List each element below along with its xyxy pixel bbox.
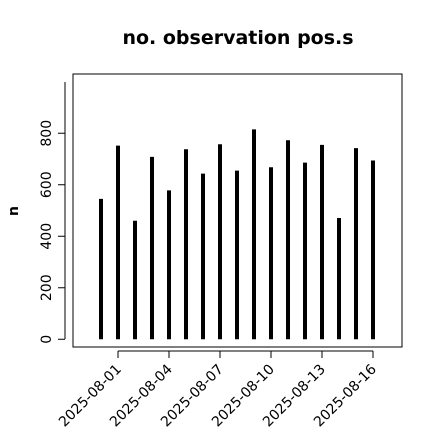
x-ticks: 2025-08-012025-08-042025-08-072025-08-10…	[56, 351, 380, 430]
y-tick-label: 200	[39, 274, 55, 301]
chart-title: no. observation pos.s	[122, 27, 353, 49]
y-tick-label: 600	[39, 171, 55, 198]
y-tick-label: 400	[39, 223, 55, 250]
y-tick-label: 800	[39, 120, 55, 147]
plot-frame	[72, 73, 403, 348]
y-ticks: 0 200 400 600 800	[39, 120, 65, 344]
y-axis-label: n	[6, 206, 22, 216]
y-tick-label: 0	[39, 335, 55, 344]
bars	[99, 129, 375, 340]
